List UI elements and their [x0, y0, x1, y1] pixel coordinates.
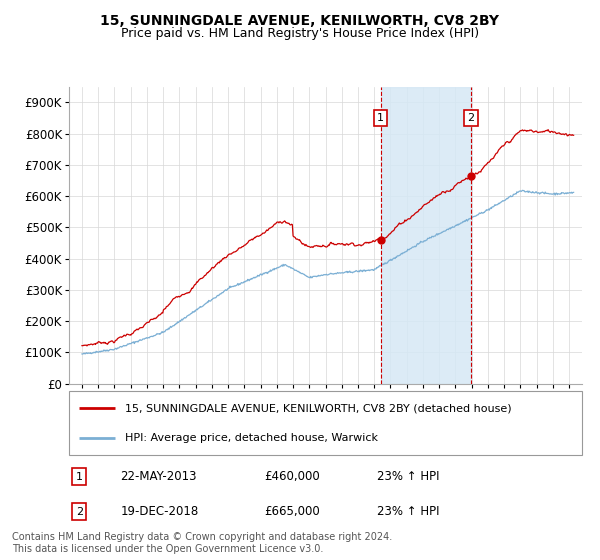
- Text: 19-DEC-2018: 19-DEC-2018: [121, 505, 199, 518]
- Text: Price paid vs. HM Land Registry's House Price Index (HPI): Price paid vs. HM Land Registry's House …: [121, 27, 479, 40]
- Text: £460,000: £460,000: [264, 470, 320, 483]
- Text: 2: 2: [76, 507, 83, 517]
- Text: 15, SUNNINGDALE AVENUE, KENILWORTH, CV8 2BY (detached house): 15, SUNNINGDALE AVENUE, KENILWORTH, CV8 …: [125, 403, 512, 413]
- Text: 23% ↑ HPI: 23% ↑ HPI: [377, 505, 439, 518]
- Text: 23% ↑ HPI: 23% ↑ HPI: [377, 470, 439, 483]
- Text: 1: 1: [377, 113, 384, 123]
- Text: £665,000: £665,000: [264, 505, 320, 518]
- Text: 22-MAY-2013: 22-MAY-2013: [121, 470, 197, 483]
- Text: 2: 2: [467, 113, 475, 123]
- Text: 1: 1: [76, 472, 83, 482]
- Text: Contains HM Land Registry data © Crown copyright and database right 2024.
This d: Contains HM Land Registry data © Crown c…: [12, 532, 392, 554]
- Text: HPI: Average price, detached house, Warwick: HPI: Average price, detached house, Warw…: [125, 432, 379, 442]
- Text: 15, SUNNINGDALE AVENUE, KENILWORTH, CV8 2BY: 15, SUNNINGDALE AVENUE, KENILWORTH, CV8 …: [101, 14, 499, 28]
- FancyBboxPatch shape: [69, 390, 582, 455]
